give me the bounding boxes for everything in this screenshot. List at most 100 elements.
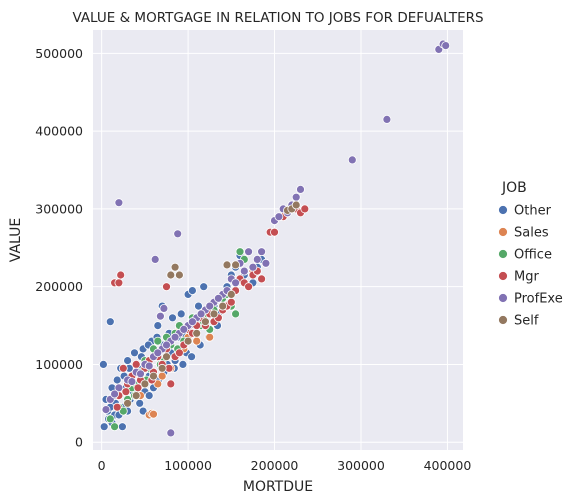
legend-label: Office — [514, 248, 552, 263]
data-point — [118, 406, 128, 416]
data-point — [153, 321, 163, 331]
data-point — [441, 41, 451, 50]
x-tick-label: 400000 — [424, 458, 472, 473]
data-point — [187, 286, 197, 296]
plot-area — [93, 30, 463, 450]
data-point — [105, 317, 115, 327]
data-point — [136, 369, 145, 379]
data-point — [131, 359, 141, 369]
data-point — [231, 309, 241, 319]
data-point — [170, 332, 180, 342]
data-point — [162, 352, 171, 362]
data-point — [99, 359, 108, 369]
data-point — [116, 270, 126, 280]
data-point — [153, 336, 163, 346]
data-point — [118, 422, 127, 432]
data-point — [205, 332, 215, 342]
data-point — [300, 204, 310, 214]
data-point — [213, 293, 223, 303]
data-point — [174, 348, 184, 358]
data-point — [235, 247, 245, 257]
data-point — [110, 422, 119, 432]
data-point — [187, 352, 197, 362]
data-point — [170, 262, 180, 272]
legend-marker — [498, 315, 508, 325]
data-point — [196, 309, 206, 319]
data-point — [105, 414, 115, 424]
data-point — [112, 402, 122, 412]
data-point — [209, 309, 219, 319]
data-point — [222, 260, 232, 270]
data-point — [127, 377, 137, 387]
data-point — [121, 387, 131, 397]
data-point — [347, 155, 357, 165]
data-point — [274, 212, 284, 222]
data-point — [270, 227, 279, 237]
data-point — [110, 389, 119, 399]
data-point — [130, 348, 139, 358]
legend-label: Mgr — [514, 270, 539, 285]
y-axis-ticks: 0 100000 200000 300000 400000 500000 — [35, 46, 83, 450]
data-point — [159, 303, 169, 313]
legend-label: Self — [514, 314, 539, 329]
data-point — [138, 406, 148, 416]
series-self — [123, 200, 301, 408]
data-point — [144, 361, 154, 371]
data-point — [296, 184, 305, 194]
data-point — [166, 428, 176, 438]
data-point — [252, 254, 262, 264]
data-point — [162, 282, 171, 292]
x-tick-label: 300000 — [337, 458, 385, 473]
data-point — [157, 371, 167, 381]
data-point — [179, 324, 189, 334]
data-point — [114, 383, 124, 393]
data-point — [149, 371, 158, 381]
data-point — [194, 301, 203, 311]
data-points — [99, 39, 451, 438]
chart-title: VALUE & MORTGAGE IN RELATION TO JOBS FOR… — [72, 10, 483, 26]
x-tick-label: 0 — [98, 458, 106, 473]
data-point — [248, 262, 258, 272]
data-point — [123, 398, 132, 408]
data-point — [135, 398, 145, 408]
legend-title: JOB — [501, 180, 527, 196]
data-point — [205, 301, 215, 311]
data-point — [131, 391, 141, 401]
data-point — [226, 297, 236, 307]
data-point — [173, 229, 183, 239]
legend-marker — [498, 293, 508, 303]
data-point — [257, 274, 267, 284]
x-tick-label: 100000 — [164, 458, 212, 473]
data-point — [187, 317, 197, 327]
data-point — [162, 340, 171, 350]
data-point — [257, 247, 267, 257]
data-point — [178, 359, 188, 369]
data-point — [99, 422, 109, 432]
data-point — [140, 379, 150, 389]
data-point — [150, 254, 160, 264]
y-axis-label: VALUE — [8, 218, 24, 262]
y-tick-label: 0 — [75, 435, 83, 450]
data-point — [183, 336, 193, 346]
y-tick-label: 400000 — [35, 124, 83, 139]
legend: JOB Other Sales Office Mgr ProfExe Self — [498, 180, 563, 329]
data-point — [166, 270, 176, 280]
x-tick-label: 200000 — [251, 458, 299, 473]
legend-label: Sales — [514, 226, 549, 241]
data-point — [155, 311, 165, 321]
data-point — [114, 278, 124, 288]
data-point — [244, 247, 254, 257]
data-point — [200, 317, 210, 327]
data-point — [382, 115, 392, 124]
data-point — [157, 363, 167, 373]
y-tick-label: 100000 — [35, 357, 83, 372]
data-point — [101, 405, 111, 415]
y-tick-label: 300000 — [35, 201, 83, 216]
data-point — [244, 282, 254, 292]
data-point — [218, 301, 228, 311]
data-point — [291, 192, 301, 202]
data-point — [114, 198, 124, 208]
data-point — [149, 409, 158, 419]
data-point — [226, 289, 236, 299]
data-point — [144, 391, 154, 401]
